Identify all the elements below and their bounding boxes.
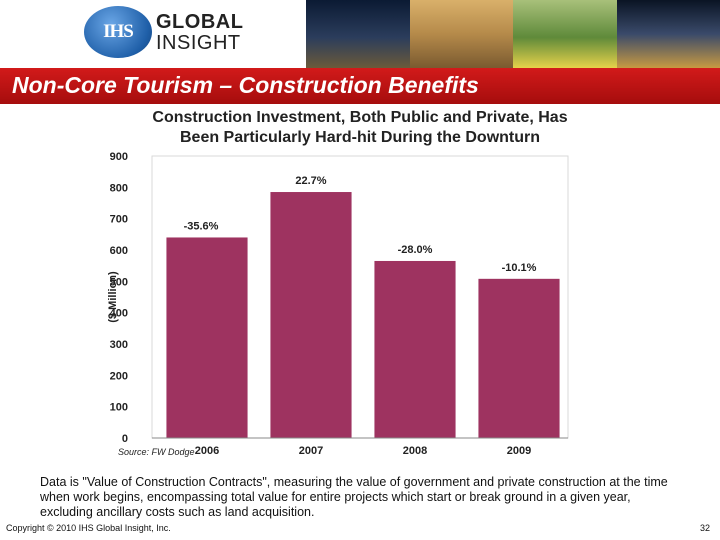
data-label: -28.0% xyxy=(398,244,433,256)
y-axis-label: ($ Million) xyxy=(107,271,119,323)
logo-wordmark: GLOBAL INSIGHT xyxy=(156,12,243,54)
logo-line-2: INSIGHT xyxy=(156,32,241,54)
data-label: -35.6% xyxy=(184,220,219,232)
bar-2008 xyxy=(374,260,456,438)
x-tick-label: 2007 xyxy=(299,445,323,457)
slide-title: Non-Core Tourism – Construction Benefits xyxy=(12,72,479,98)
night-city-photo xyxy=(616,0,720,68)
x-tick-label: 2008 xyxy=(403,445,427,457)
bar-2006 xyxy=(166,237,248,438)
bar-2007 xyxy=(270,192,352,438)
y-tick-label: 0 xyxy=(122,433,128,445)
header-photo-strip xyxy=(306,0,720,68)
y-tick-label: 900 xyxy=(110,151,128,163)
y-tick-label: 200 xyxy=(110,370,128,382)
y-tick-label: 700 xyxy=(110,214,128,226)
chart-title: Construction Investment, Both Public and… xyxy=(60,108,660,148)
data-label: -10.1% xyxy=(502,262,537,274)
header: IHS GLOBAL INSIGHT xyxy=(0,0,720,68)
ballroom-photo xyxy=(409,0,513,68)
y-tick-label: 800 xyxy=(110,182,128,194)
x-tick-label: 2006 xyxy=(195,445,219,457)
chart-title-line-1: Construction Investment, Both Public and… xyxy=(152,109,568,126)
bar-chart: 0 100 200 300 400 500 600 700 800 900 ($ Million) -… xyxy=(107,151,569,457)
garden-photo xyxy=(513,0,617,68)
data-label: 22.7% xyxy=(295,175,326,187)
data-note: Data is "Value of Construction Contracts… xyxy=(40,475,668,519)
bar-2009 xyxy=(478,278,560,438)
page-number: 32 xyxy=(699,523,710,533)
title-banner: Non-Core Tourism – Construction Benefits xyxy=(0,68,720,104)
y-tick-label: 300 xyxy=(110,339,128,351)
logo-line-1: GLOBAL xyxy=(156,11,244,33)
y-tick-label: 400 xyxy=(110,308,128,320)
y-tick-label: 600 xyxy=(110,245,128,257)
ihs-logo-icon: IHS xyxy=(84,6,152,58)
copyright: Copyright © 2010 IHS Global Insight, Inc… xyxy=(6,523,171,533)
lighthouse-photo xyxy=(306,0,410,68)
logo-mark: IHS xyxy=(103,21,134,42)
x-tick-label: 2009 xyxy=(507,445,531,457)
chart-title-line-2: Been Particularly Hard-hit During the Do… xyxy=(179,129,541,146)
y-tick-label: 500 xyxy=(110,276,128,288)
source-note: Source: FW Dodge xyxy=(118,447,195,457)
y-tick-label: 100 xyxy=(110,402,128,414)
